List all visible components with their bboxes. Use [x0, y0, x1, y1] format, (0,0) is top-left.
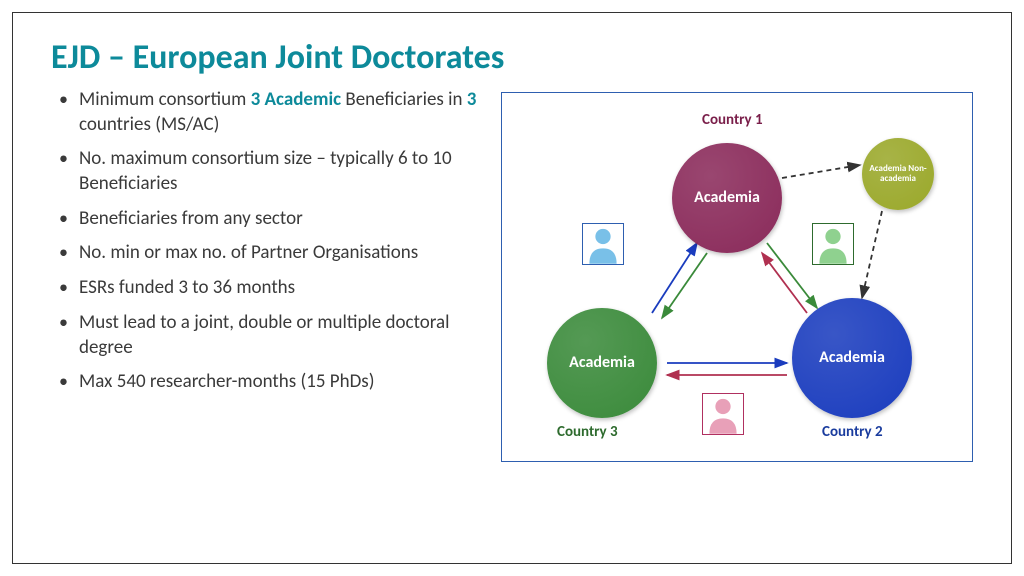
country-label-2: Country 2: [822, 423, 883, 441]
bullet-item: No. min or max no. of Partner Organisati…: [51, 241, 481, 266]
bullet-item: Must lead to a joint, double or multiple…: [51, 311, 481, 360]
bullet-accent: 3: [467, 88, 477, 111]
content-row: Minimum consortium 3 Academic Beneficiar…: [51, 88, 973, 462]
node-academia-left: Academia: [547, 308, 657, 418]
slide-frame: EJD – European Joint Doctorates Minimum …: [12, 12, 1012, 564]
bullet-item: No. maximum consortium size – typically …: [51, 147, 481, 196]
bullet-text: Minimum consortium: [79, 88, 251, 111]
bullet-item: Max 540 researcher-months (15 PhDs): [51, 370, 481, 395]
country-label-1: Country 1: [702, 111, 763, 129]
person-icon: [702, 393, 744, 435]
diagram: Country 1 Country 2 Country 3 Academia A…: [501, 92, 973, 462]
bullet-list: Minimum consortium 3 Academic Beneficiar…: [51, 88, 481, 462]
bullet-item: Beneficiaries from any sector: [51, 207, 481, 232]
country-label-3: Country 3: [557, 423, 618, 441]
bullet-item: Minimum consortium 3 Academic Beneficiar…: [51, 88, 481, 137]
node-academia-right: Academia: [792, 298, 912, 418]
bullet-item: ESRs funded 3 to 36 months: [51, 276, 481, 301]
person-icon: [582, 223, 624, 265]
bullet-accent: 3 Academic: [251, 88, 342, 111]
node-academia-top: Academia: [672, 143, 782, 253]
person-icon: [812, 223, 854, 265]
bullet-text: Beneficiaries in: [341, 88, 467, 111]
bullet-text: countries (MS/AC): [79, 113, 219, 136]
node-academia-nonacademia: Academia Non-academia: [862, 138, 934, 210]
slide-title: EJD – European Joint Doctorates: [51, 37, 973, 78]
